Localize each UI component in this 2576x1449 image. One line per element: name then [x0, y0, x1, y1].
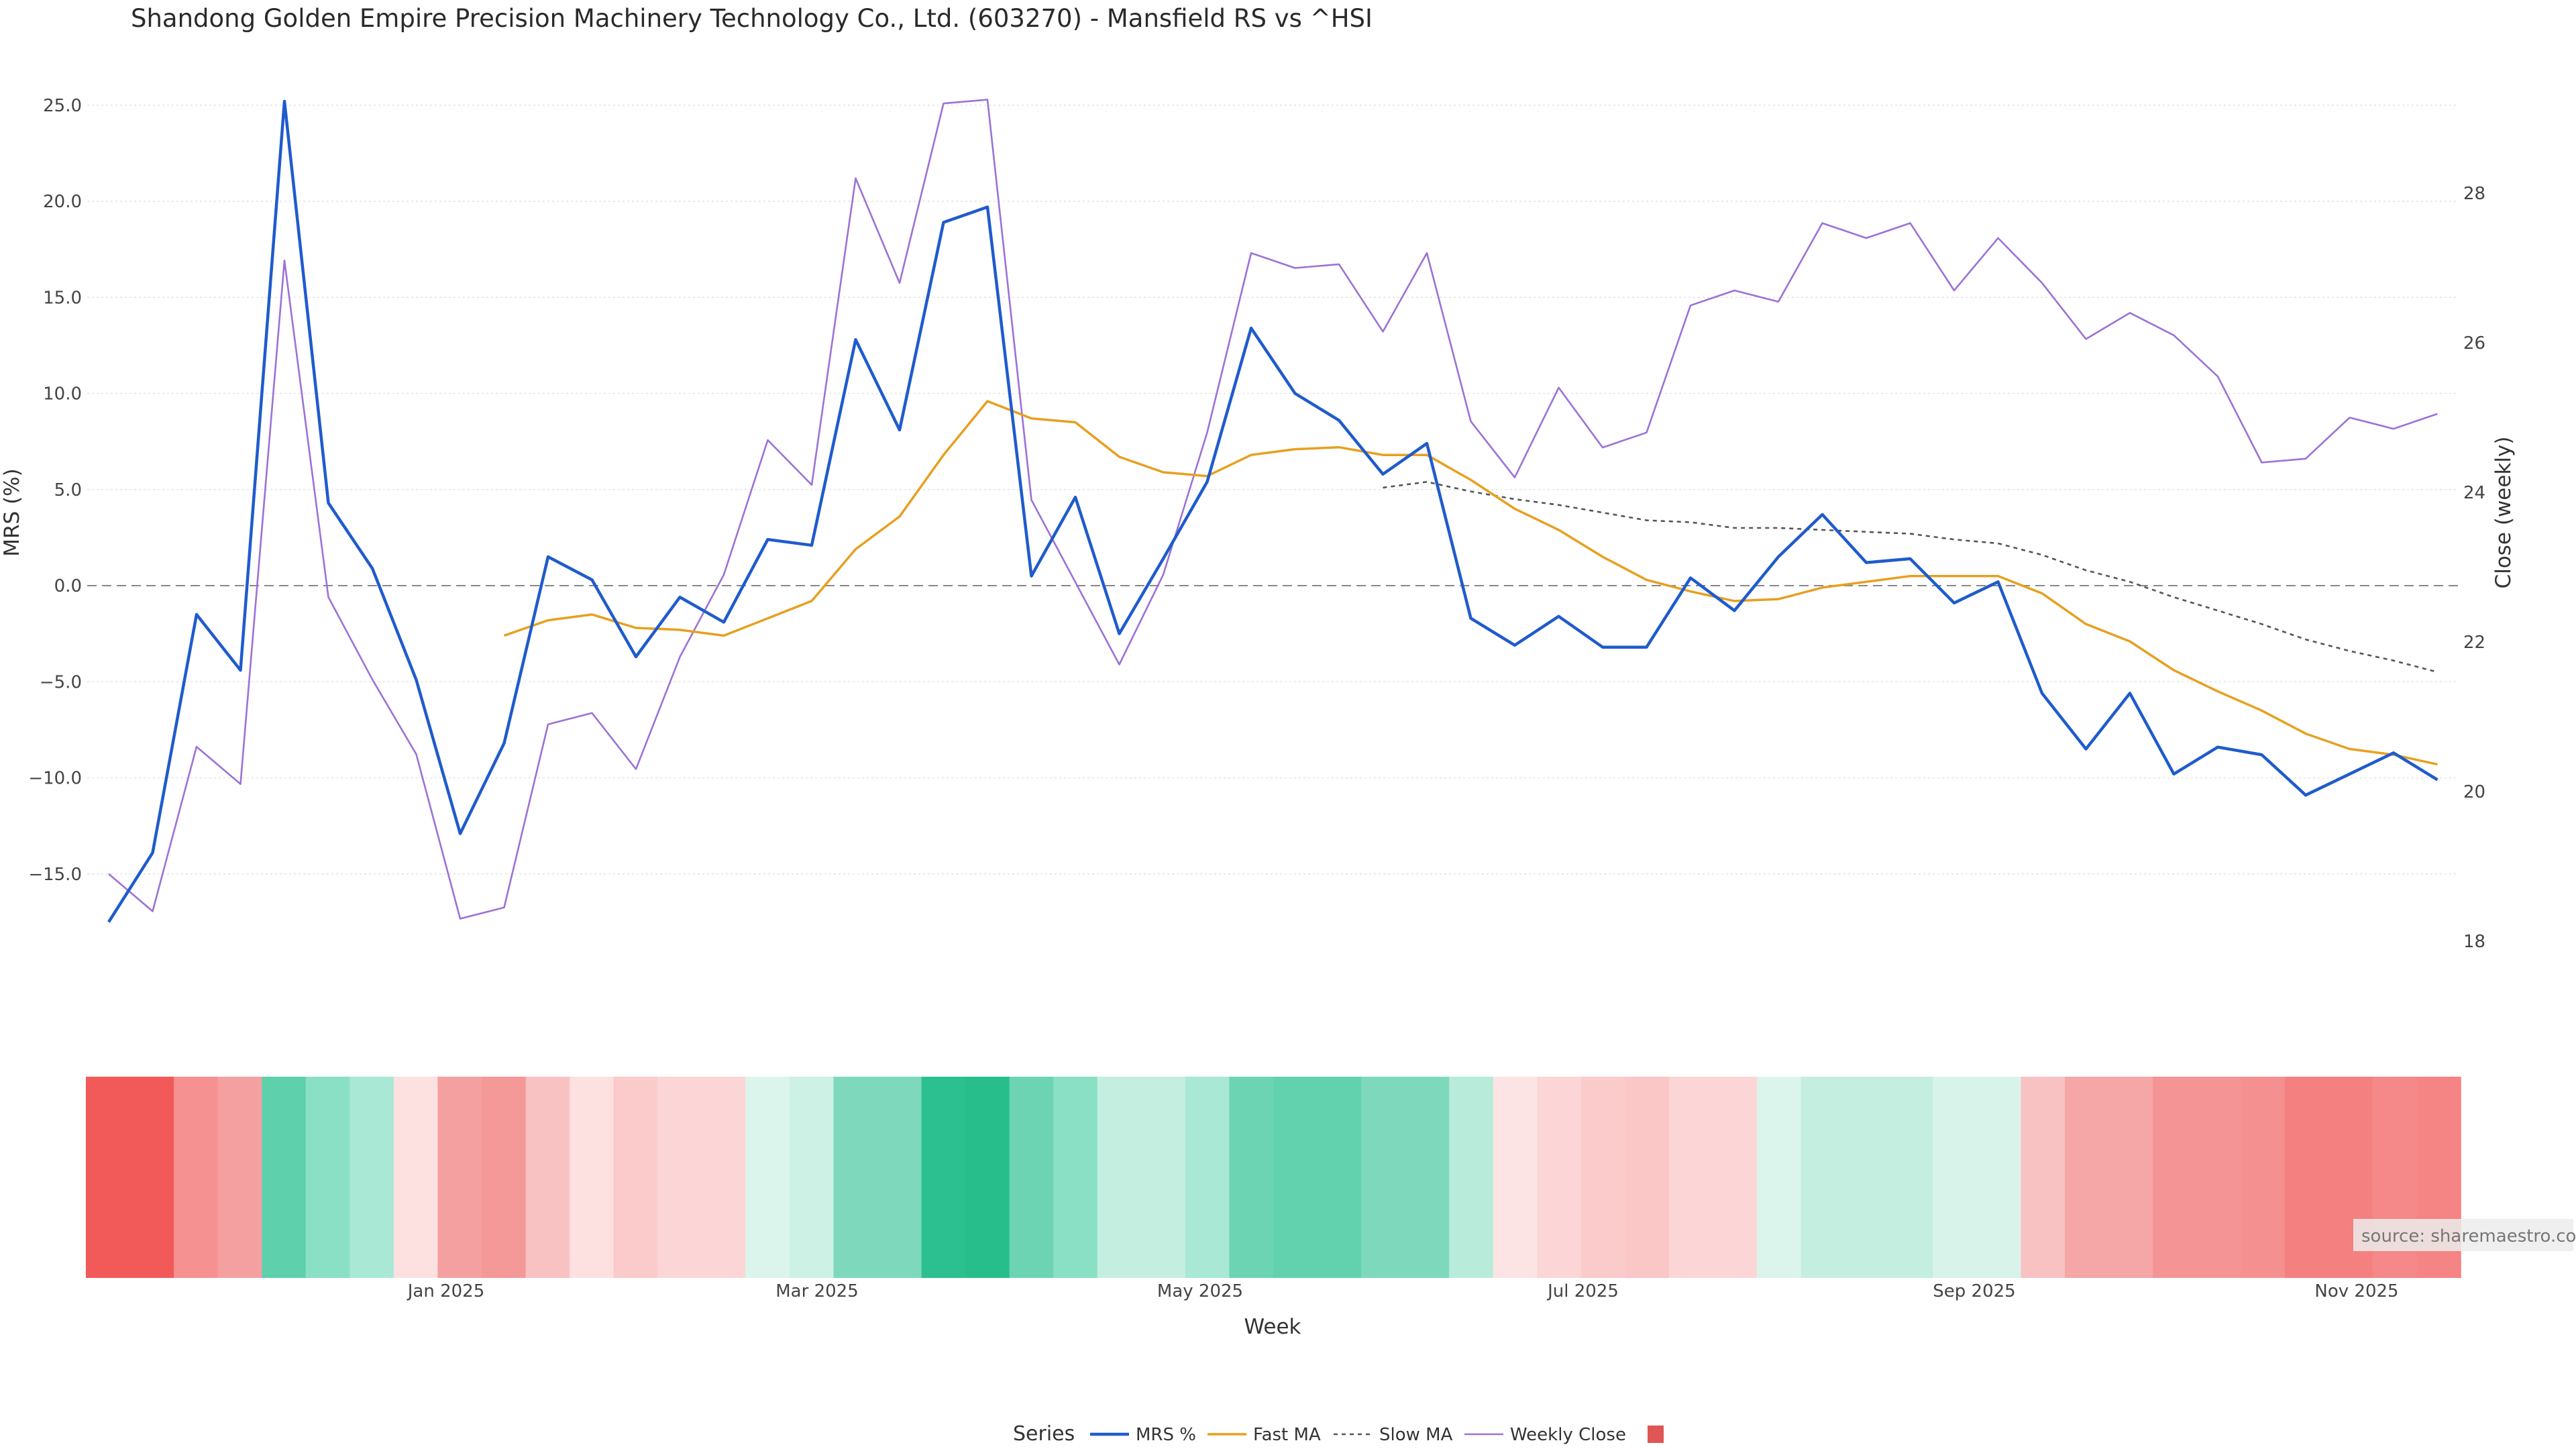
- heatmap-cell: [1976, 1077, 2022, 1278]
- right-tick-label: 28: [2463, 184, 2485, 204]
- slow-ma-line: [1383, 481, 2438, 674]
- heatmap-cell: [393, 1077, 439, 1278]
- heatmap-cell: [745, 1077, 790, 1278]
- heatmap-cell: [2108, 1077, 2153, 1278]
- heatmap-cell: [1845, 1077, 1890, 1278]
- heatmap-cell: [2284, 1077, 2330, 1278]
- heatmap-cell: [174, 1077, 219, 1278]
- left-tick-label: −10.0: [28, 769, 82, 789]
- heatmap-cell: [1141, 1077, 1186, 1278]
- heatmap-cell: [437, 1077, 482, 1278]
- heatmap-cell: [657, 1077, 702, 1278]
- x-tick-label: Mar 2025: [775, 1281, 859, 1301]
- legend-label: Fast MA: [1253, 1425, 1321, 1445]
- heatmap-cell: [613, 1077, 659, 1278]
- left-tick-label: −5.0: [40, 672, 82, 692]
- heatmap-strip: [86, 1077, 2461, 1278]
- heatmap-cell: [965, 1077, 1010, 1278]
- heatmap-cell: [570, 1077, 614, 1278]
- heatmap-cell: [1361, 1077, 1406, 1278]
- legend-label: Slow MA: [1379, 1425, 1453, 1445]
- heatmap-cell: [2153, 1077, 2198, 1278]
- left-y-axis-label: MRS (%): [0, 468, 24, 556]
- mrs-line: [107, 99, 2438, 923]
- source-badge: [2353, 1219, 2573, 1251]
- heatmap-cell: [1317, 1077, 1362, 1278]
- heatmap-cell: [262, 1077, 307, 1278]
- heatmap-cell: [2065, 1077, 2110, 1278]
- legend-label: MRS %: [1136, 1425, 1196, 1445]
- heatmap-cell: [129, 1077, 174, 1278]
- heatmap-cell: [921, 1077, 966, 1278]
- heatmap-cell: [789, 1077, 835, 1278]
- right-tick-label: 20: [2463, 782, 2485, 802]
- heatmap-cell: [833, 1077, 878, 1278]
- legend-title: Series: [1013, 1422, 1075, 1446]
- heatmap-cell: [1625, 1077, 1670, 1278]
- heatmap-cell: [1097, 1077, 1142, 1278]
- left-tick-label: 25.0: [43, 96, 82, 116]
- x-tick-label: Nov 2025: [2314, 1281, 2398, 1301]
- heatmap-cell: [701, 1077, 747, 1278]
- chart-title: Shandong Golden Empire Precision Machine…: [131, 4, 1373, 33]
- heatmap-cell: [2196, 1077, 2242, 1278]
- x-axis-label: Week: [1244, 1315, 1301, 1339]
- source-label: source: sharemaestro.com: [2361, 1226, 2576, 1246]
- legend-label: Weekly Close: [1510, 1425, 1626, 1445]
- heatmap-cell: [350, 1077, 394, 1278]
- heatmap-cell: [1493, 1077, 1538, 1278]
- x-tick-label: Sep 2025: [1933, 1281, 2015, 1301]
- legend-strip-swatch: [1648, 1426, 1664, 1443]
- x-tick-label: Jan 2025: [407, 1281, 485, 1301]
- heatmap-cell: [1229, 1077, 1274, 1278]
- heatmap-cell: [525, 1077, 570, 1278]
- left-tick-label: 15.0: [43, 288, 82, 308]
- right-y-axis-ticks: 28 26 24 22 20 18: [2463, 184, 2485, 952]
- heatmap-cell: [1888, 1077, 1934, 1278]
- x-tick-label: Jul 2025: [1546, 1281, 1619, 1301]
- gridlines: [87, 105, 2459, 875]
- right-tick-label: 24: [2463, 483, 2485, 503]
- heatmap-cell: [1537, 1077, 1582, 1278]
- heatmap-cell: [1757, 1077, 1802, 1278]
- right-tick-label: 18: [2463, 932, 2485, 952]
- left-y-axis-ticks: 25.0 20.0 15.0 10.0 5.0 0.0 −5.0 −10.0 −15.0: [28, 96, 82, 885]
- heatmap-cell: [1801, 1077, 1846, 1278]
- heatmap-cell: [2241, 1077, 2286, 1278]
- heatmap-cell: [1933, 1077, 1978, 1278]
- series-lines: [107, 99, 2438, 923]
- heatmap-cell: [1273, 1077, 1318, 1278]
- weekly-close-line: [108, 99, 2438, 920]
- x-axis-ticks: Jan 2025 Mar 2025 May 2025 Jul 2025 Sep 2025…: [407, 1281, 2399, 1301]
- right-y-axis-label: Close (weekly): [2491, 437, 2516, 589]
- heatmap-cell: [1713, 1077, 1758, 1278]
- heatmap-cell: [482, 1077, 527, 1278]
- left-tick-label: 20.0: [43, 192, 82, 212]
- right-tick-label: 26: [2463, 333, 2485, 354]
- x-tick-label: May 2025: [1157, 1281, 1243, 1301]
- heatmap-cell: [1580, 1077, 1626, 1278]
- heatmap-cell: [1669, 1077, 1714, 1278]
- heatmap-cell: [2021, 1077, 2065, 1278]
- heatmap-cell: [305, 1077, 351, 1278]
- heatmap-cell: [877, 1077, 922, 1278]
- heatmap-cell: [1053, 1077, 1098, 1278]
- right-tick-label: 22: [2463, 633, 2485, 653]
- heatmap-cell: [217, 1077, 263, 1278]
- heatmap-cell: [1405, 1077, 1450, 1278]
- heatmap-cell: [1009, 1077, 1055, 1278]
- left-tick-label: −15.0: [28, 865, 82, 885]
- fast-ma-line: [503, 400, 2438, 766]
- left-tick-label: 5.0: [54, 480, 82, 500]
- left-tick-label: 10.0: [43, 384, 82, 405]
- heatmap-cell: [86, 1077, 131, 1278]
- heatmap-cell: [1449, 1077, 1494, 1278]
- left-tick-label: 0.0: [54, 576, 82, 596]
- legend: Series MRS % Fast MA Slow MA Weekly Close: [1013, 1422, 1664, 1446]
- heatmap-cell: [1185, 1077, 1230, 1278]
